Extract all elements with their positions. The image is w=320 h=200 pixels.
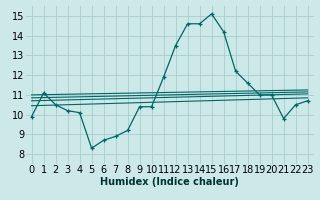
X-axis label: Humidex (Indice chaleur): Humidex (Indice chaleur): [100, 177, 239, 187]
